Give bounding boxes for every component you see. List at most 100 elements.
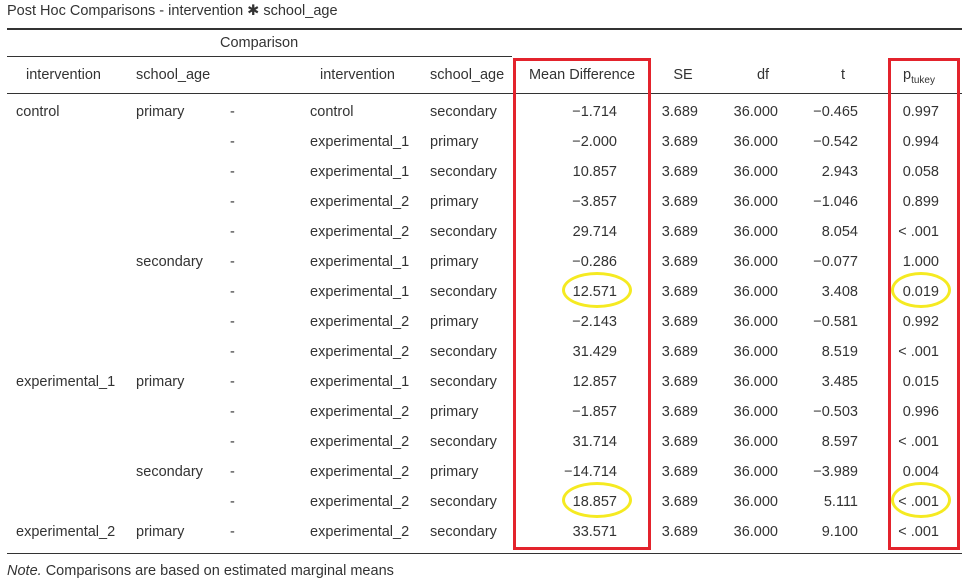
cell-intervention-1: experimental_1 xyxy=(16,374,116,390)
cell-dash: - xyxy=(230,284,235,300)
cell-df: 36.000 xyxy=(733,134,778,150)
cell-p-tukey: 0.899 xyxy=(902,194,939,210)
cell-school-age-2: secondary xyxy=(430,344,497,360)
cell-school-age-2: primary xyxy=(430,254,479,270)
cell-df: 36.000 xyxy=(733,164,778,180)
cell-dash: - xyxy=(230,104,235,120)
cell-school-age-2: primary xyxy=(430,134,479,150)
cell-mean-difference: −14.714 xyxy=(564,464,617,480)
cell-intervention-2: experimental_1 xyxy=(310,254,410,270)
cell-se: 3.689 xyxy=(661,464,698,480)
cell-p-tukey: 0.997 xyxy=(902,104,939,120)
cell-mean-difference: 29.714 xyxy=(572,224,617,240)
cell-t: 2.943 xyxy=(821,164,858,180)
cell-dash: - xyxy=(230,404,235,420)
header-p-main: p xyxy=(903,67,912,83)
cell-school-age-2: secondary xyxy=(430,374,497,390)
cell-intervention-2: experimental_2 xyxy=(310,314,410,330)
cell-t: −0.077 xyxy=(813,254,858,270)
cell-dash: - xyxy=(230,434,235,450)
cell-intervention-1: experimental_2 xyxy=(16,524,116,540)
header-se: SE xyxy=(673,67,693,83)
cell-school-age-1: primary xyxy=(136,524,185,540)
header-p-sub: tukey xyxy=(911,75,935,86)
cell-intervention-2: experimental_2 xyxy=(310,224,410,240)
cell-intervention-2: experimental_2 xyxy=(310,404,410,420)
cell-dash: - xyxy=(230,164,235,180)
cell-p-tukey: < .001 xyxy=(898,434,939,450)
cell-t: −0.581 xyxy=(813,314,858,330)
cell-dash: - xyxy=(230,254,235,270)
cell-se: 3.689 xyxy=(661,494,698,510)
cell-dash: - xyxy=(230,464,235,480)
cell-intervention-2: experimental_1 xyxy=(310,134,410,150)
cell-se: 3.689 xyxy=(661,194,698,210)
cell-dash: - xyxy=(230,194,235,210)
cell-t: −1.046 xyxy=(813,194,858,210)
cell-t: −3.989 xyxy=(813,464,858,480)
comparison-underline xyxy=(7,56,512,57)
cell-se: 3.689 xyxy=(661,374,698,390)
cell-se: 3.689 xyxy=(661,224,698,240)
table-title: Post Hoc Comparisons - intervention ✱ sc… xyxy=(7,3,338,19)
cell-mean-difference: 33.571 xyxy=(572,524,617,540)
cell-df: 36.000 xyxy=(733,374,778,390)
cell-mean-difference: −1.857 xyxy=(572,404,617,420)
header-t: t xyxy=(840,67,846,83)
cell-intervention-2: experimental_2 xyxy=(310,344,410,360)
cell-se: 3.689 xyxy=(661,314,698,330)
cell-mean-difference: −3.857 xyxy=(572,194,617,210)
cell-df: 36.000 xyxy=(733,194,778,210)
cell-school-age-2: secondary xyxy=(430,524,497,540)
header-mean-difference: Mean Difference xyxy=(528,67,636,83)
top-rule xyxy=(7,28,962,30)
cell-p-tukey: 0.992 xyxy=(902,314,939,330)
cell-intervention-2: experimental_2 xyxy=(310,464,410,480)
cell-mean-difference: 31.714 xyxy=(572,434,617,450)
cell-df: 36.000 xyxy=(733,284,778,300)
cell-school-age-2: secondary xyxy=(430,434,497,450)
header-intervention-1: intervention xyxy=(26,67,101,83)
cell-p-tukey: 0.004 xyxy=(902,464,939,480)
cell-t: −0.542 xyxy=(813,134,858,150)
header-df: df xyxy=(756,67,770,83)
cell-se: 3.689 xyxy=(661,404,698,420)
cell-dash: - xyxy=(230,134,235,150)
cell-se: 3.689 xyxy=(661,524,698,540)
cell-school-age-2: secondary xyxy=(430,164,497,180)
cell-df: 36.000 xyxy=(733,344,778,360)
note-text: Comparisons are based on estimated margi… xyxy=(41,563,394,579)
cell-t: 3.408 xyxy=(821,284,858,300)
cell-df: 36.000 xyxy=(733,524,778,540)
cell-t: −0.465 xyxy=(813,104,858,120)
cell-se: 3.689 xyxy=(661,164,698,180)
bottom-rule xyxy=(7,553,962,554)
table-note: Note. Comparisons are based on estimated… xyxy=(7,563,394,579)
cell-mean-difference: −0.286 xyxy=(572,254,617,270)
cell-p-tukey: 0.994 xyxy=(902,134,939,150)
mean-difference-circle xyxy=(562,482,632,518)
cell-p-tukey: < .001 xyxy=(898,224,939,240)
cell-t: 3.485 xyxy=(821,374,858,390)
cell-dash: - xyxy=(230,314,235,330)
cell-t: 8.054 xyxy=(821,224,858,240)
cell-mean-difference: −2.143 xyxy=(572,314,617,330)
cell-t: 5.111 xyxy=(823,494,858,510)
cell-se: 3.689 xyxy=(661,254,698,270)
cell-p-tukey: 1.000 xyxy=(902,254,939,270)
header-school-age-2: school_age xyxy=(430,67,505,83)
header-p-tukey: ptukey xyxy=(903,67,935,86)
cell-mean-difference: −1.714 xyxy=(572,104,617,120)
cell-intervention-2: experimental_2 xyxy=(310,524,410,540)
cell-mean-difference: −2.000 xyxy=(572,134,617,150)
cell-df: 36.000 xyxy=(733,464,778,480)
cell-mean-difference: 31.429 xyxy=(572,344,617,360)
cell-intervention-1: control xyxy=(16,104,60,120)
cell-mean-difference: 10.857 xyxy=(572,164,617,180)
cell-school-age-2: primary xyxy=(430,314,479,330)
cell-se: 3.689 xyxy=(661,434,698,450)
cell-school-age-2: primary xyxy=(430,464,479,480)
header-school-age-1: school_age xyxy=(136,67,211,83)
cell-school-age-1: secondary xyxy=(136,464,203,480)
p-tukey-circle xyxy=(891,482,951,518)
